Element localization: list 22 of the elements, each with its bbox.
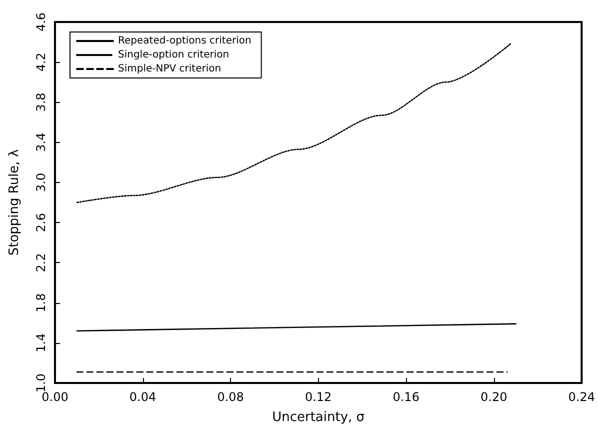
legend-label: Single-option criterion	[118, 50, 230, 60]
y-tick-label: 1.4	[34, 333, 48, 352]
x-axis-title: Uncertainty, σ	[272, 410, 365, 425]
x-tick-label: 0.16	[392, 390, 420, 404]
y-axis-title: Stopping Rule, λ	[7, 149, 22, 256]
x-tick-label: 0.24	[568, 390, 595, 404]
y-tick-label: 1.8	[34, 293, 48, 312]
y-tick-label: 3.8	[34, 92, 48, 112]
y-tick-label: 2.2	[34, 253, 48, 272]
x-tick-label: 0.08	[217, 390, 244, 404]
y-tick-label: 3.4	[34, 132, 48, 152]
x-tick-label: 0.00	[42, 390, 68, 404]
x-tick-label: 0.20	[480, 390, 508, 404]
y-tick-label: 2.6	[34, 213, 48, 232]
x-tick-label: 0.04	[129, 390, 156, 404]
legend-label: Repeated-options criterion	[118, 36, 252, 46]
y-tick-label: 3.0	[34, 172, 48, 192]
y-tick-label: 4.2	[34, 52, 48, 72]
legend-label: Simple-NPV criterion	[118, 64, 222, 74]
y-tick-label: 1.0	[34, 373, 48, 393]
x-tick-label: 0.12	[304, 390, 332, 404]
y-tick-label: 4.6	[34, 12, 48, 32]
